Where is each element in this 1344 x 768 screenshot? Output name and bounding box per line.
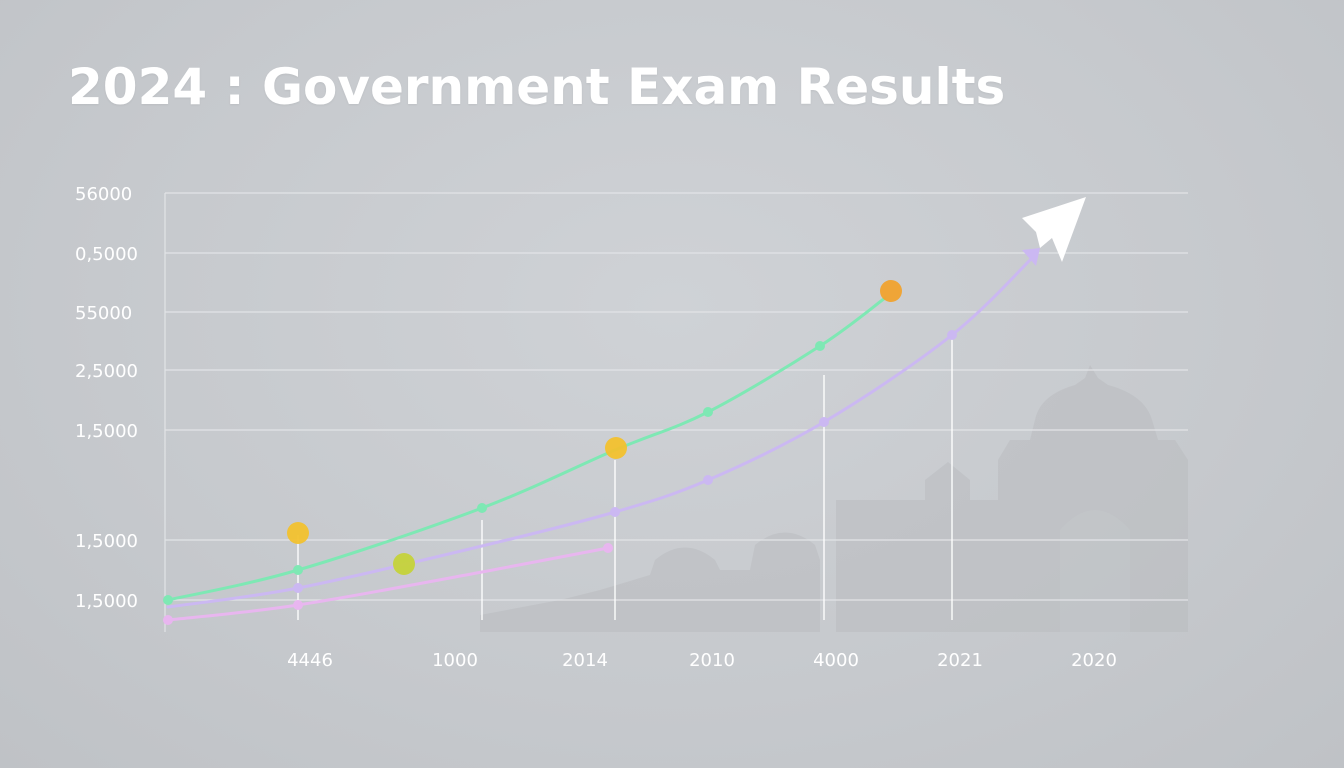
y-tick-label: 2,5000 (75, 361, 138, 382)
series-point (703, 475, 713, 485)
series-point (293, 600, 303, 610)
series-point (163, 595, 173, 605)
series-point (477, 503, 487, 513)
series-point (703, 407, 713, 417)
series-point (815, 341, 825, 351)
y-tick-label: 55000 (75, 303, 132, 324)
x-tick-label: 2014 (562, 650, 608, 671)
paper-plane-icon (1022, 197, 1086, 262)
x-tick-label: 1000 (432, 650, 478, 671)
chart-title: 2024 : Government Exam Results (68, 58, 1006, 116)
series-point (947, 330, 957, 340)
series-point (163, 615, 173, 625)
highlight-marker (605, 437, 627, 459)
series-point (293, 565, 303, 575)
highlight-marker (393, 553, 415, 575)
series-point (610, 507, 620, 517)
x-tick-label: 2020 (1071, 650, 1117, 671)
x-tick-label: 4000 (813, 650, 859, 671)
series-point (819, 417, 829, 427)
x-tick-label: 2021 (937, 650, 983, 671)
series-point (603, 543, 613, 553)
x-tick-label: 2010 (689, 650, 735, 671)
x-tick-label: 4446 (287, 650, 333, 671)
highlight-marker (287, 522, 309, 544)
series-line (166, 253, 1037, 609)
y-tick-label: 56000 (75, 184, 132, 205)
building-silhouette-small (480, 532, 820, 632)
y-tick-label: 1,5000 (75, 421, 138, 442)
series-line (166, 546, 610, 622)
building-silhouette-large (836, 365, 1188, 632)
series-arrowhead (1022, 248, 1040, 266)
y-tick-label: 1,5000 (75, 531, 138, 552)
y-tick-label: 1,5000 (75, 591, 138, 612)
building-arch (1060, 510, 1130, 632)
y-tick-label: 0,5000 (75, 244, 138, 265)
highlight-marker (880, 280, 902, 302)
series-point (293, 583, 303, 593)
